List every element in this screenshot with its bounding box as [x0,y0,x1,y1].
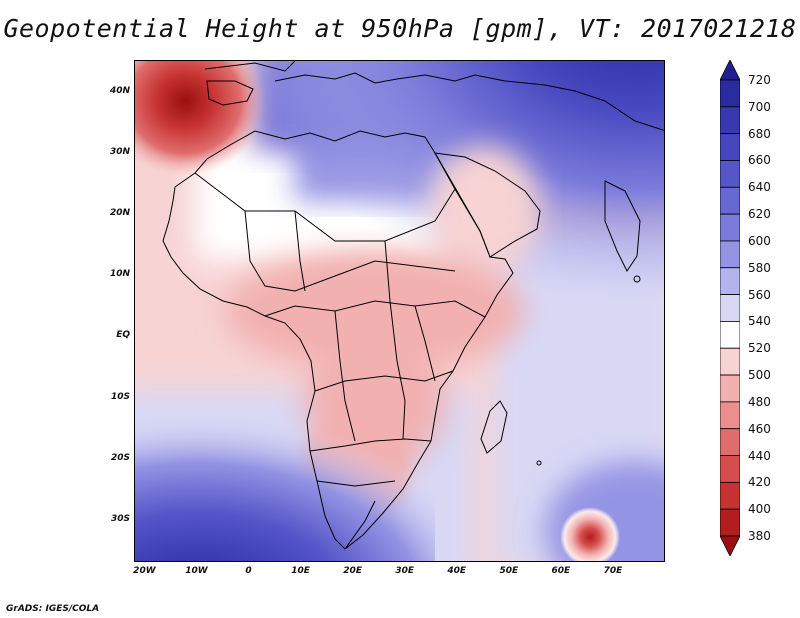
y-tick-label: 40N [109,85,130,96]
colorbar-level-label: 680 [748,126,771,141]
colorbar-level-label: 420 [748,475,771,490]
colorbar-level-label: 500 [748,368,771,383]
y-tick-label: EQ [116,330,130,341]
colorbar-bottom-arrow [720,535,740,556]
colorbar-segment [720,294,740,322]
colorbar-level-label: 660 [748,153,771,168]
colorbar-segment [720,213,740,242]
x-tick-label: 0 [245,566,252,576]
y-tick-label: 30N [109,146,130,157]
colorbar-level-label: 600 [748,233,771,248]
y-tick-label: 30S [110,514,130,525]
map-panel [134,60,665,562]
colorbar-segment [720,455,740,483]
x-tick-label: 10E [291,566,310,576]
x-tick-label: 10W [185,566,208,576]
colorbar-segment [720,428,740,456]
y-tick-label: 10S [110,391,130,402]
colorbar-segment [720,267,740,295]
y-tick-label: 20S [110,452,130,463]
colorbar-segment [720,106,740,135]
geopotential-field [135,61,664,561]
low-pressure-iberia [135,61,265,176]
x-tick-label: 70E [603,566,623,576]
footer-credit: GrADS: IGES/COLA [6,604,100,614]
x-tick-label: 20W [133,566,156,576]
colorbar-level-label: 440 [748,448,771,463]
colorbar-segment [720,508,740,537]
x-tick-label: 40E [447,566,467,576]
x-tick-label: 50E [499,566,519,576]
x-tick-label: 20E [343,566,362,576]
colorbar-segment [720,240,740,269]
chart-title: Geopotential Height at 950hPa [gpm], VT:… [3,14,797,43]
colorbar-segment [720,481,740,510]
colorbar-level-label: 640 [748,180,771,195]
colorbar-level-label: 580 [748,260,771,275]
colorbar-segment [720,79,740,108]
colorbar-top-arrow [720,60,740,81]
x-tick-label: 30E [395,566,415,576]
colorbar-level-label: 520 [748,341,771,356]
colorbar-level-label: 480 [748,394,771,409]
colorbar-segment [720,374,740,403]
low-pressure-mascarene [560,507,620,561]
colorbar-segment [720,133,740,161]
x-tick-label: 60E [551,566,571,576]
colorbar-segment [720,321,740,349]
colorbar-level-label: 380 [748,529,771,543]
colorbar-level-label: 460 [748,421,771,436]
y-tick-label: 10N [109,269,130,280]
colorbar-segment [720,160,740,188]
colorbar-level-label: 560 [748,287,771,302]
colorbar-segment [720,186,740,215]
y-tick-label: 20N [109,208,130,219]
colorbar-level-label: 620 [748,207,771,222]
colorbar-level-label: 400 [748,502,771,517]
colorbar-level-label: 540 [748,314,771,329]
colorbar-segment [720,401,740,430]
colorbar-segment [720,347,740,376]
colorbar-level-label: 700 [748,99,771,114]
coastlines [162,61,664,550]
colorbar [720,60,740,556]
colorbar-level-label: 720 [748,73,771,87]
